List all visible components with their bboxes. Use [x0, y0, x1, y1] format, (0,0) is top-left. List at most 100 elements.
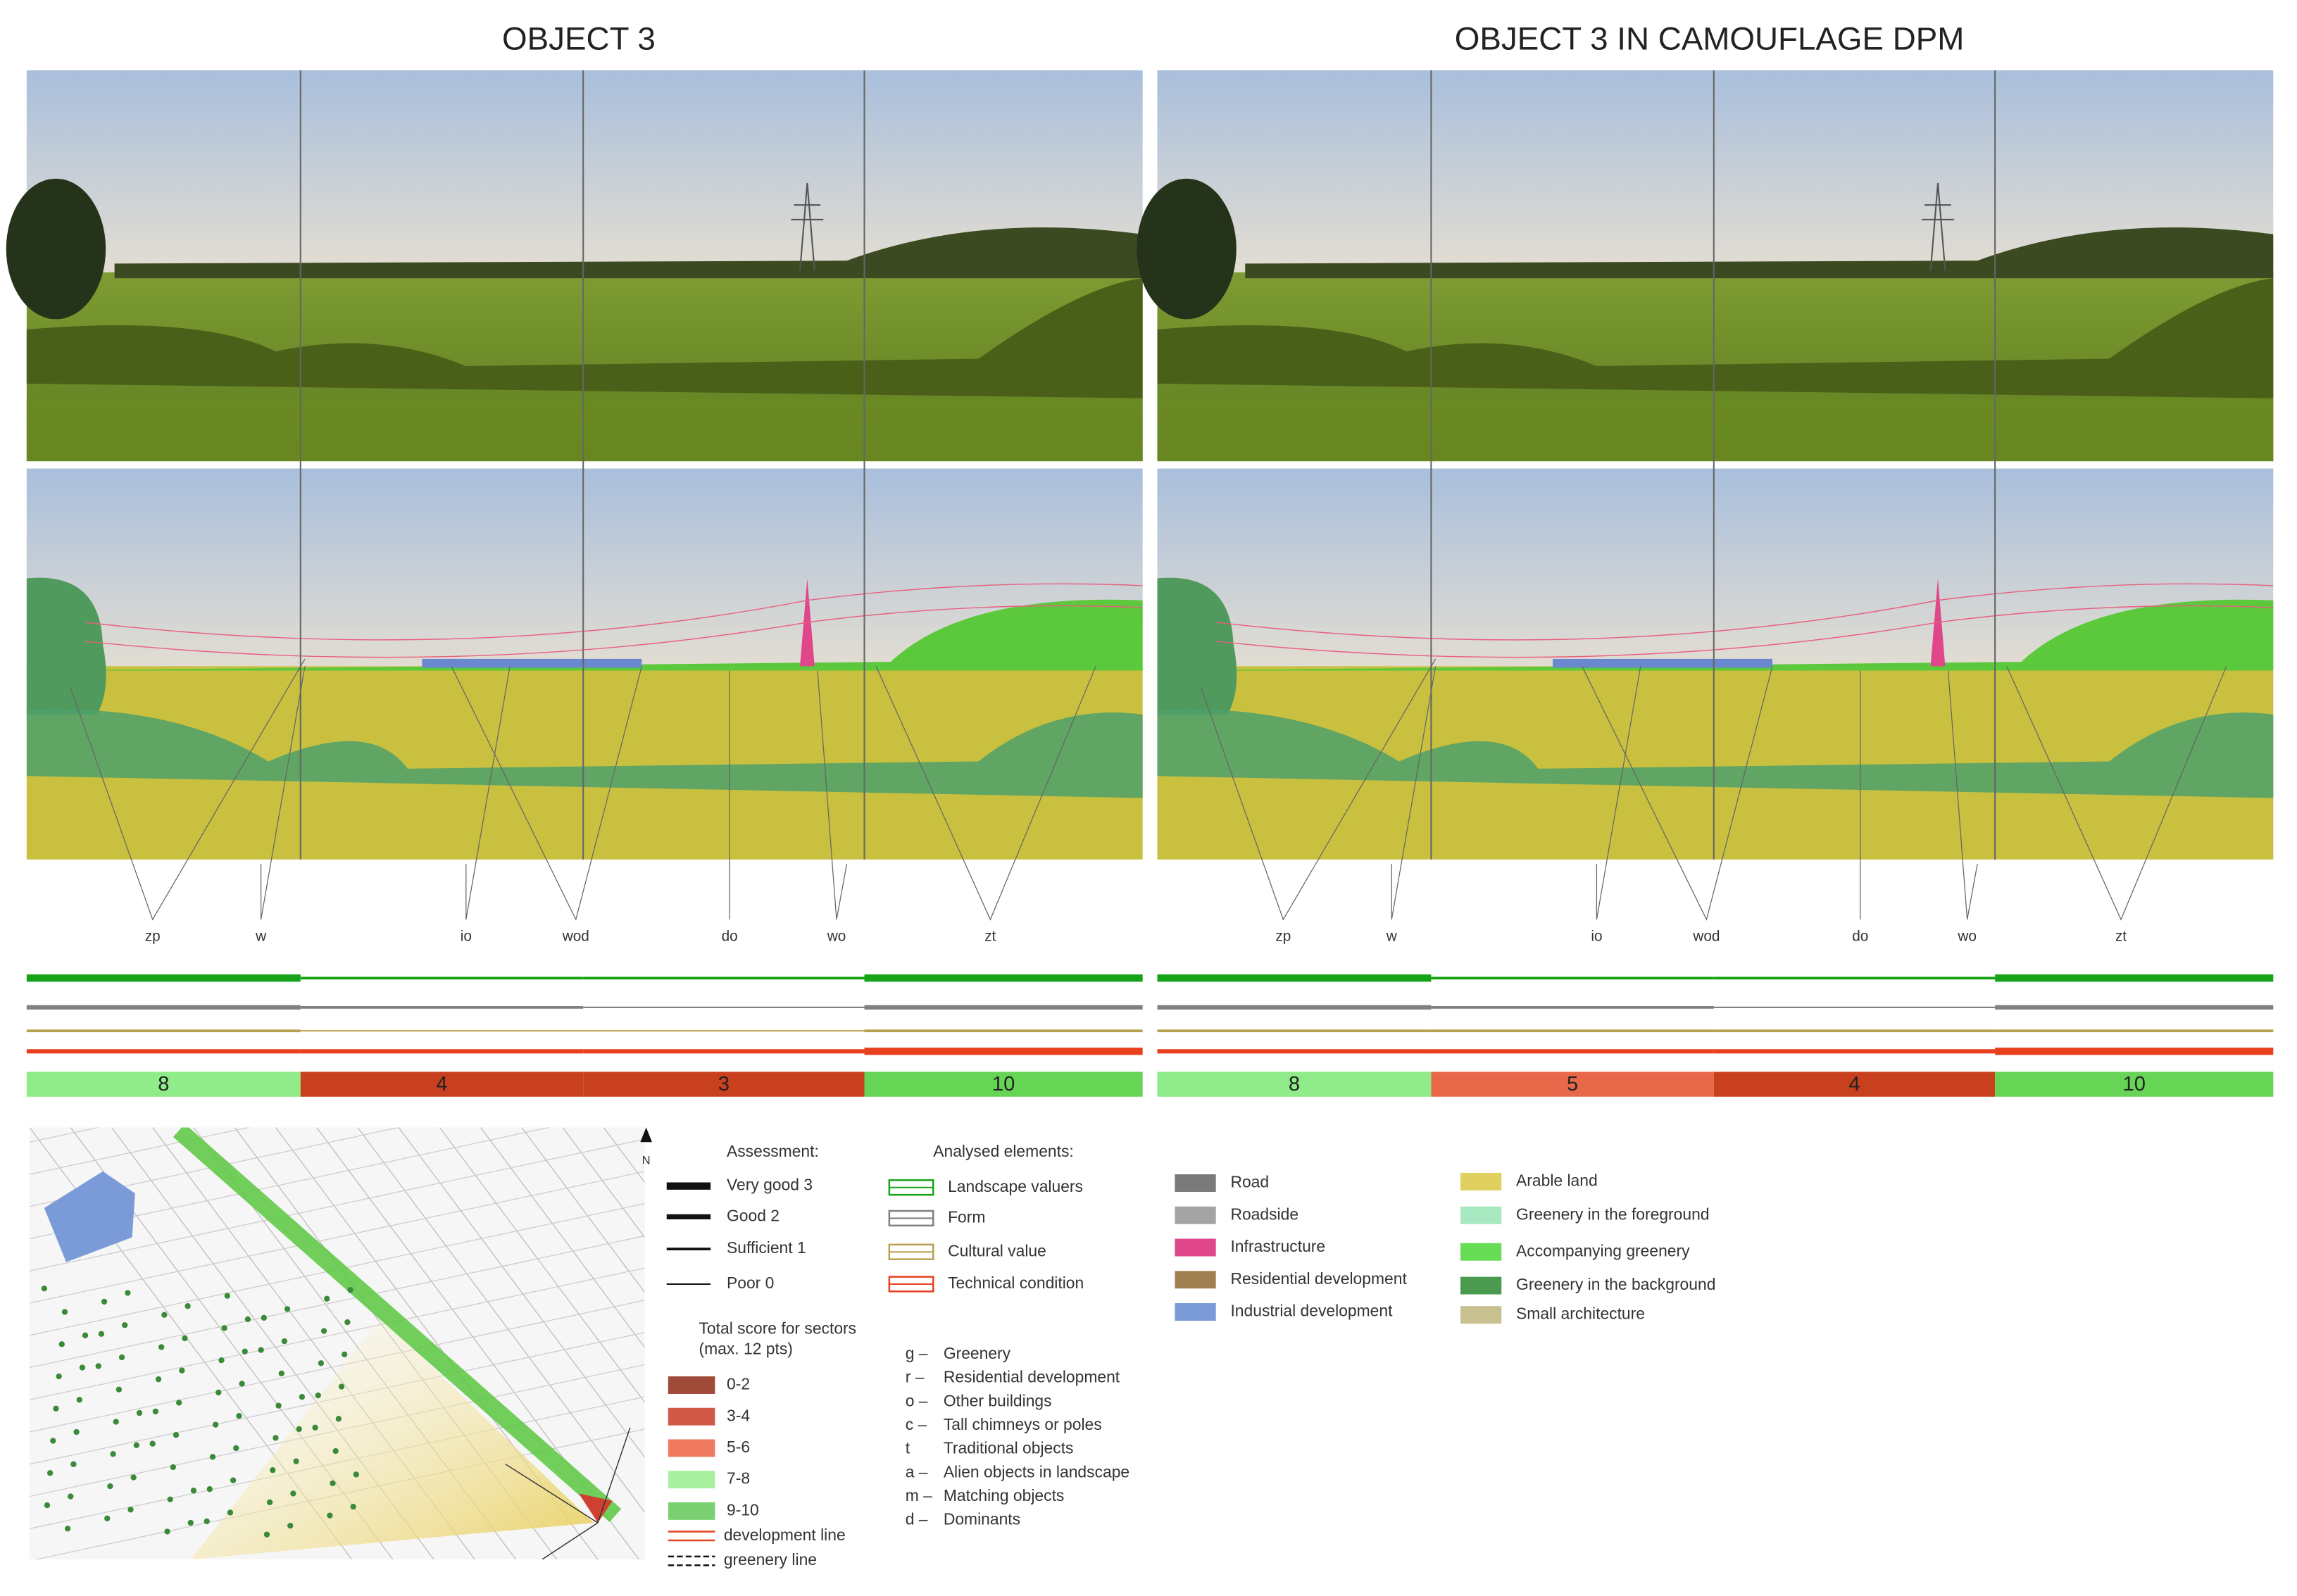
element-text: Residential development — [1230, 1269, 1407, 1288]
element-swatch — [1175, 1238, 1216, 1257]
map-tree — [293, 1458, 299, 1464]
map-tree — [230, 1477, 237, 1483]
map-tree — [266, 1499, 273, 1506]
score-label: 4 — [1848, 1073, 1860, 1095]
pointer-line — [70, 658, 306, 921]
element-text: Roadside — [1230, 1205, 1298, 1223]
map-tree — [70, 1461, 77, 1467]
map-tree — [56, 1373, 62, 1380]
map-tree — [327, 1512, 333, 1519]
map-tree — [221, 1325, 227, 1331]
map-tree — [209, 1454, 216, 1460]
score-cell — [1713, 1072, 1996, 1097]
element-swatch — [1175, 1271, 1216, 1289]
legend-title: Total score for sectors — [699, 1319, 856, 1338]
map-tree — [179, 1367, 185, 1374]
code-text: Dominants — [944, 1510, 1020, 1528]
photo-foreground — [1157, 398, 2274, 462]
map-tree — [236, 1413, 242, 1419]
map-tree — [287, 1523, 294, 1529]
legend-text: Poor 0 — [727, 1274, 774, 1292]
map-tree — [270, 1466, 276, 1474]
seg-powerlines — [1215, 583, 2274, 658]
map-tree — [239, 1381, 245, 1387]
map-parcel — [521, 1127, 645, 1293]
map-tree — [184, 1303, 191, 1309]
legend-text: Cultural value — [948, 1241, 1046, 1259]
map-parcel — [30, 1267, 645, 1400]
legend-text: Sufficient 1 — [727, 1238, 806, 1257]
element-swatch — [1175, 1206, 1216, 1224]
map-tree — [187, 1519, 194, 1526]
element-swatch — [1460, 1206, 1502, 1224]
map-tree — [290, 1490, 296, 1497]
map-tree — [44, 1502, 51, 1509]
map-tree — [273, 1435, 279, 1441]
photo-tree — [1137, 178, 1237, 320]
pointer-line — [1596, 666, 1641, 920]
map-tree — [212, 1421, 219, 1428]
code-text: Greenery — [944, 1344, 1011, 1362]
north-arrow — [640, 1127, 652, 1143]
map-tree — [107, 1483, 113, 1490]
map-building — [44, 1171, 135, 1262]
pointer-line — [875, 666, 1096, 921]
map-tree — [64, 1526, 71, 1532]
element-label: zt — [2115, 929, 2127, 945]
code-text: Tall chimneys or poles — [944, 1415, 1102, 1433]
seg-tree — [26, 577, 106, 715]
map-tree — [176, 1400, 182, 1406]
score-label: 8 — [158, 1073, 169, 1095]
legend-green-line — [668, 1555, 715, 1566]
map-tree — [164, 1528, 170, 1535]
map-parcel — [480, 1127, 645, 1348]
map — [30, 1127, 645, 1560]
score-label: 10 — [992, 1073, 1015, 1095]
pointer-line — [1582, 666, 1773, 921]
map-tree — [125, 1290, 131, 1296]
photo-pylon — [1922, 182, 1954, 271]
score-cell — [864, 1072, 1143, 1097]
seg-tree — [1157, 577, 1237, 715]
element-label: wod — [1692, 929, 1720, 945]
map-tree — [133, 1442, 140, 1448]
map-tree — [204, 1518, 210, 1525]
map-tree — [68, 1493, 74, 1500]
map-tree — [227, 1509, 234, 1516]
map-tree — [284, 1306, 291, 1312]
map-tree — [104, 1515, 111, 1521]
element-text: Road — [1230, 1173, 1269, 1191]
map-tree — [330, 1480, 336, 1487]
legend-swatch — [668, 1376, 715, 1394]
code-key: c – — [906, 1415, 927, 1433]
map-greenery — [173, 1127, 622, 1522]
code-key: o – — [906, 1391, 928, 1409]
map-parcel — [562, 1127, 645, 1238]
pointer-line — [817, 670, 848, 920]
legend-text: Very good 3 — [727, 1176, 813, 1194]
pointer-line — [2006, 666, 2227, 921]
map-tree — [170, 1464, 177, 1471]
map-tree — [136, 1409, 143, 1416]
map-tree — [118, 1354, 125, 1361]
legend-title: Assessment: — [727, 1142, 819, 1160]
map-tree — [350, 1503, 356, 1510]
map-tree — [206, 1486, 213, 1493]
map-tree — [53, 1405, 59, 1412]
element-label: zp — [1275, 929, 1291, 945]
map-tree — [335, 1416, 342, 1422]
map-tree — [79, 1364, 86, 1371]
map-tree — [82, 1332, 89, 1338]
seg-industrial — [1553, 658, 1773, 668]
pointer-line — [1201, 658, 1437, 921]
map-tree — [41, 1286, 47, 1292]
score-label: 8 — [1289, 1073, 1300, 1095]
pointer-line — [465, 666, 511, 920]
map-parcel — [30, 1127, 401, 1207]
code-text: Traditional objects — [944, 1439, 1074, 1457]
map-tree — [224, 1293, 230, 1299]
map-tree — [218, 1357, 225, 1364]
element-text: Infrastructure — [1230, 1237, 1325, 1255]
map-tree — [332, 1447, 339, 1454]
legend-text: Good 2 — [727, 1206, 780, 1224]
